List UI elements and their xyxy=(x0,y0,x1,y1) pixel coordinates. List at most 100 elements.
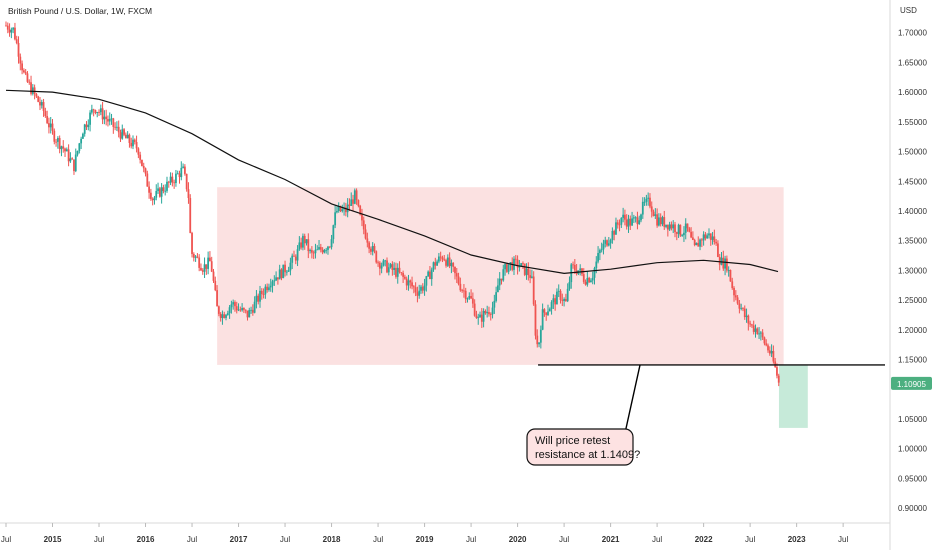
candle-body xyxy=(366,238,369,243)
candle-body xyxy=(534,304,537,336)
last-price-label: 1.10905 xyxy=(897,380,926,389)
candle-body xyxy=(257,295,260,302)
candle-body xyxy=(30,82,32,94)
candle-body xyxy=(516,259,519,268)
candle-body xyxy=(107,119,109,122)
candle-body xyxy=(10,29,13,33)
candle-body xyxy=(493,300,496,308)
candle-body xyxy=(85,124,88,128)
candle-body xyxy=(412,286,415,288)
candle-body xyxy=(133,139,136,143)
candle-body xyxy=(657,217,660,226)
candle-body xyxy=(92,109,95,111)
candle-body xyxy=(336,210,338,213)
candle-body xyxy=(459,283,462,291)
candle-body xyxy=(280,269,283,279)
candle-body xyxy=(593,268,596,278)
candle-body xyxy=(536,335,539,345)
candle-body xyxy=(291,255,294,263)
candle-body xyxy=(370,248,372,252)
candle-body xyxy=(53,130,56,142)
currency-label: USD xyxy=(900,6,917,15)
time-tick-label: Jul xyxy=(187,535,197,544)
candle-body xyxy=(514,258,517,260)
candle-body xyxy=(751,324,753,326)
candle-body xyxy=(137,148,140,155)
candle-body xyxy=(765,343,768,346)
candle-body xyxy=(725,258,728,271)
candle-body xyxy=(752,325,755,332)
candle-body xyxy=(595,261,598,269)
time-tick-label: 2020 xyxy=(509,535,527,544)
candle-body xyxy=(278,269,281,280)
candle-body xyxy=(718,257,721,265)
candle-body xyxy=(327,246,329,250)
candle-body xyxy=(688,228,691,232)
candle-body xyxy=(49,123,52,128)
candle-body xyxy=(695,242,698,246)
candle-body xyxy=(566,288,569,302)
candle-body xyxy=(724,258,726,269)
candle-body xyxy=(253,301,256,313)
candle-body xyxy=(638,220,641,225)
candle-body xyxy=(579,268,582,271)
candle-body xyxy=(607,243,610,246)
candle-body xyxy=(260,290,263,295)
candle-body xyxy=(650,206,653,212)
candle-body xyxy=(609,240,612,244)
candle-body xyxy=(768,350,771,354)
candle-body xyxy=(532,276,535,305)
price-axis[interactable]: 1.70000 1.65000 1.60000 1.55000 1.50000 1.450… xyxy=(898,29,927,513)
candle-body xyxy=(654,214,657,216)
candle-body xyxy=(171,176,174,183)
candle-body xyxy=(269,285,272,288)
candle-body xyxy=(332,225,335,240)
price-tick-label: 1.65000 xyxy=(898,58,927,67)
candle-body xyxy=(364,229,367,239)
candle-body xyxy=(316,249,319,251)
annotation-callout[interactable]: Will price retest resistance at 1.1409? xyxy=(526,364,641,466)
candle-body xyxy=(636,217,639,225)
candle-body xyxy=(108,118,111,122)
candle-body xyxy=(352,199,354,204)
candle-body xyxy=(182,166,184,168)
target-box[interactable] xyxy=(778,364,808,428)
candle-body xyxy=(74,154,77,172)
candle-body xyxy=(359,205,362,215)
price-tick-label: 1.25000 xyxy=(898,296,927,305)
candle-body xyxy=(554,298,557,305)
candle-body xyxy=(429,271,431,280)
candle-body xyxy=(142,166,145,169)
time-axis[interactable]: Jul 2015 Jul 2016 Jul 2017 Jul 2018 Jul 2019 Jul 20… xyxy=(1,523,849,544)
candle-body xyxy=(674,224,676,233)
candle-body xyxy=(463,290,465,292)
candle-body xyxy=(590,280,592,283)
candle-body xyxy=(722,257,725,269)
candle-body xyxy=(439,256,442,258)
callout-box xyxy=(526,428,634,466)
candle-body xyxy=(219,313,222,319)
candle-body xyxy=(418,290,421,296)
candle-body xyxy=(611,230,614,241)
price-tick-label: 1.20000 xyxy=(898,326,927,335)
candle-body xyxy=(471,298,474,304)
candle-body xyxy=(307,239,310,252)
time-tick-label: 2018 xyxy=(323,535,341,544)
candle-body xyxy=(720,257,723,265)
candle-body xyxy=(495,292,498,301)
candle-body xyxy=(234,302,236,307)
candle-body xyxy=(42,102,45,111)
candle-body xyxy=(425,276,428,286)
candle-body xyxy=(144,168,147,174)
candle-body xyxy=(734,295,737,298)
price-tick-label: 1.70000 xyxy=(898,29,927,38)
time-tick-label: Jul xyxy=(838,535,848,544)
candle-body xyxy=(711,236,714,240)
time-tick-label: Jul xyxy=(1,535,11,544)
range-box[interactable] xyxy=(217,187,784,365)
candle-body xyxy=(767,345,769,351)
price-tick-label: 1.55000 xyxy=(898,118,927,127)
candle-body xyxy=(132,139,134,147)
candle-body xyxy=(14,27,16,40)
